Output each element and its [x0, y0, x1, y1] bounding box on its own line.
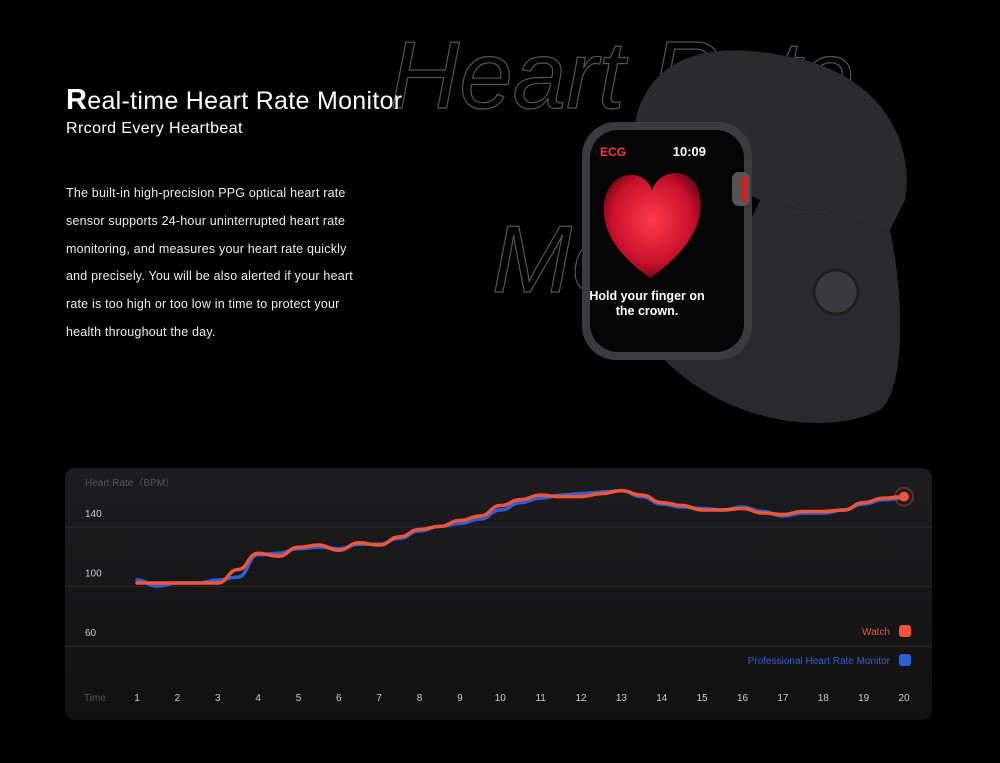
- legend-swatch: [899, 625, 911, 637]
- title: Real-time Heart Rate Monitor: [66, 84, 403, 116]
- y-axis-label: Heart Rate（BPM）: [85, 477, 175, 489]
- body-line: and precisely. You will be also alerted …: [66, 269, 353, 284]
- watch-prompt: Hold your finger on: [589, 289, 704, 303]
- x-tick-label: 20: [898, 693, 910, 704]
- body-line: The built-in high-precision PPG optical …: [66, 186, 346, 200]
- body-text: The built-in high-precision PPG optical …: [66, 180, 353, 347]
- legend-swatch: [899, 654, 911, 666]
- legend-label: Professional Heart Rate Monitor: [748, 656, 891, 667]
- x-tick-label: 4: [255, 693, 261, 704]
- body-line: sensor supports 24-hour uninterrupted he…: [66, 213, 346, 228]
- x-tick-label: 5: [296, 693, 302, 704]
- body-line: health throughout the day.: [66, 324, 216, 339]
- end-marker-halo: [894, 486, 914, 507]
- watch-prompt: the crown.: [616, 304, 679, 318]
- x-tick-label: 14: [656, 693, 668, 704]
- y-tick-label: 100: [85, 569, 102, 580]
- x-tick-label: 2: [175, 693, 181, 704]
- watch: ECG 10:09 Hold your finger on the crown.: [582, 50, 907, 424]
- y-tick-label: 60: [85, 628, 97, 639]
- x-tick-label: 16: [737, 693, 749, 704]
- x-tick-label: 12: [575, 693, 587, 704]
- end-marker: [899, 491, 909, 502]
- legend-label: Watch: [862, 627, 890, 638]
- x-tick-label: 1: [134, 693, 140, 704]
- x-tick-label: 10: [495, 693, 507, 704]
- chart-panel: [65, 468, 932, 720]
- line: [135, 488, 906, 585]
- watch-app: ECG: [600, 145, 626, 159]
- x-tick-label: 19: [858, 693, 870, 704]
- x-tick-label: 17: [777, 693, 789, 704]
- x-tick-label: 18: [818, 693, 830, 704]
- x-tick-label: 11: [535, 693, 546, 704]
- x-tick-label: 8: [417, 693, 423, 704]
- subtitle: Rrcord Every Heartbeat: [66, 120, 243, 137]
- x-tick-label: 9: [457, 693, 463, 704]
- x-tick-label: 13: [616, 693, 628, 704]
- x-tick-label: 7: [376, 693, 382, 704]
- body-line: rate is too high or too low in time to p…: [66, 297, 340, 312]
- x-tick-label: 6: [336, 693, 342, 704]
- x-tick-label: 3: [215, 693, 221, 704]
- y-tick-label: 140: [85, 509, 102, 520]
- body-line: monitoring, and measures your heart rate…: [66, 241, 347, 256]
- x-tick-label: 15: [697, 693, 709, 704]
- x-axis-label: Time: [84, 693, 106, 704]
- watch-time: 10:09: [673, 144, 706, 159]
